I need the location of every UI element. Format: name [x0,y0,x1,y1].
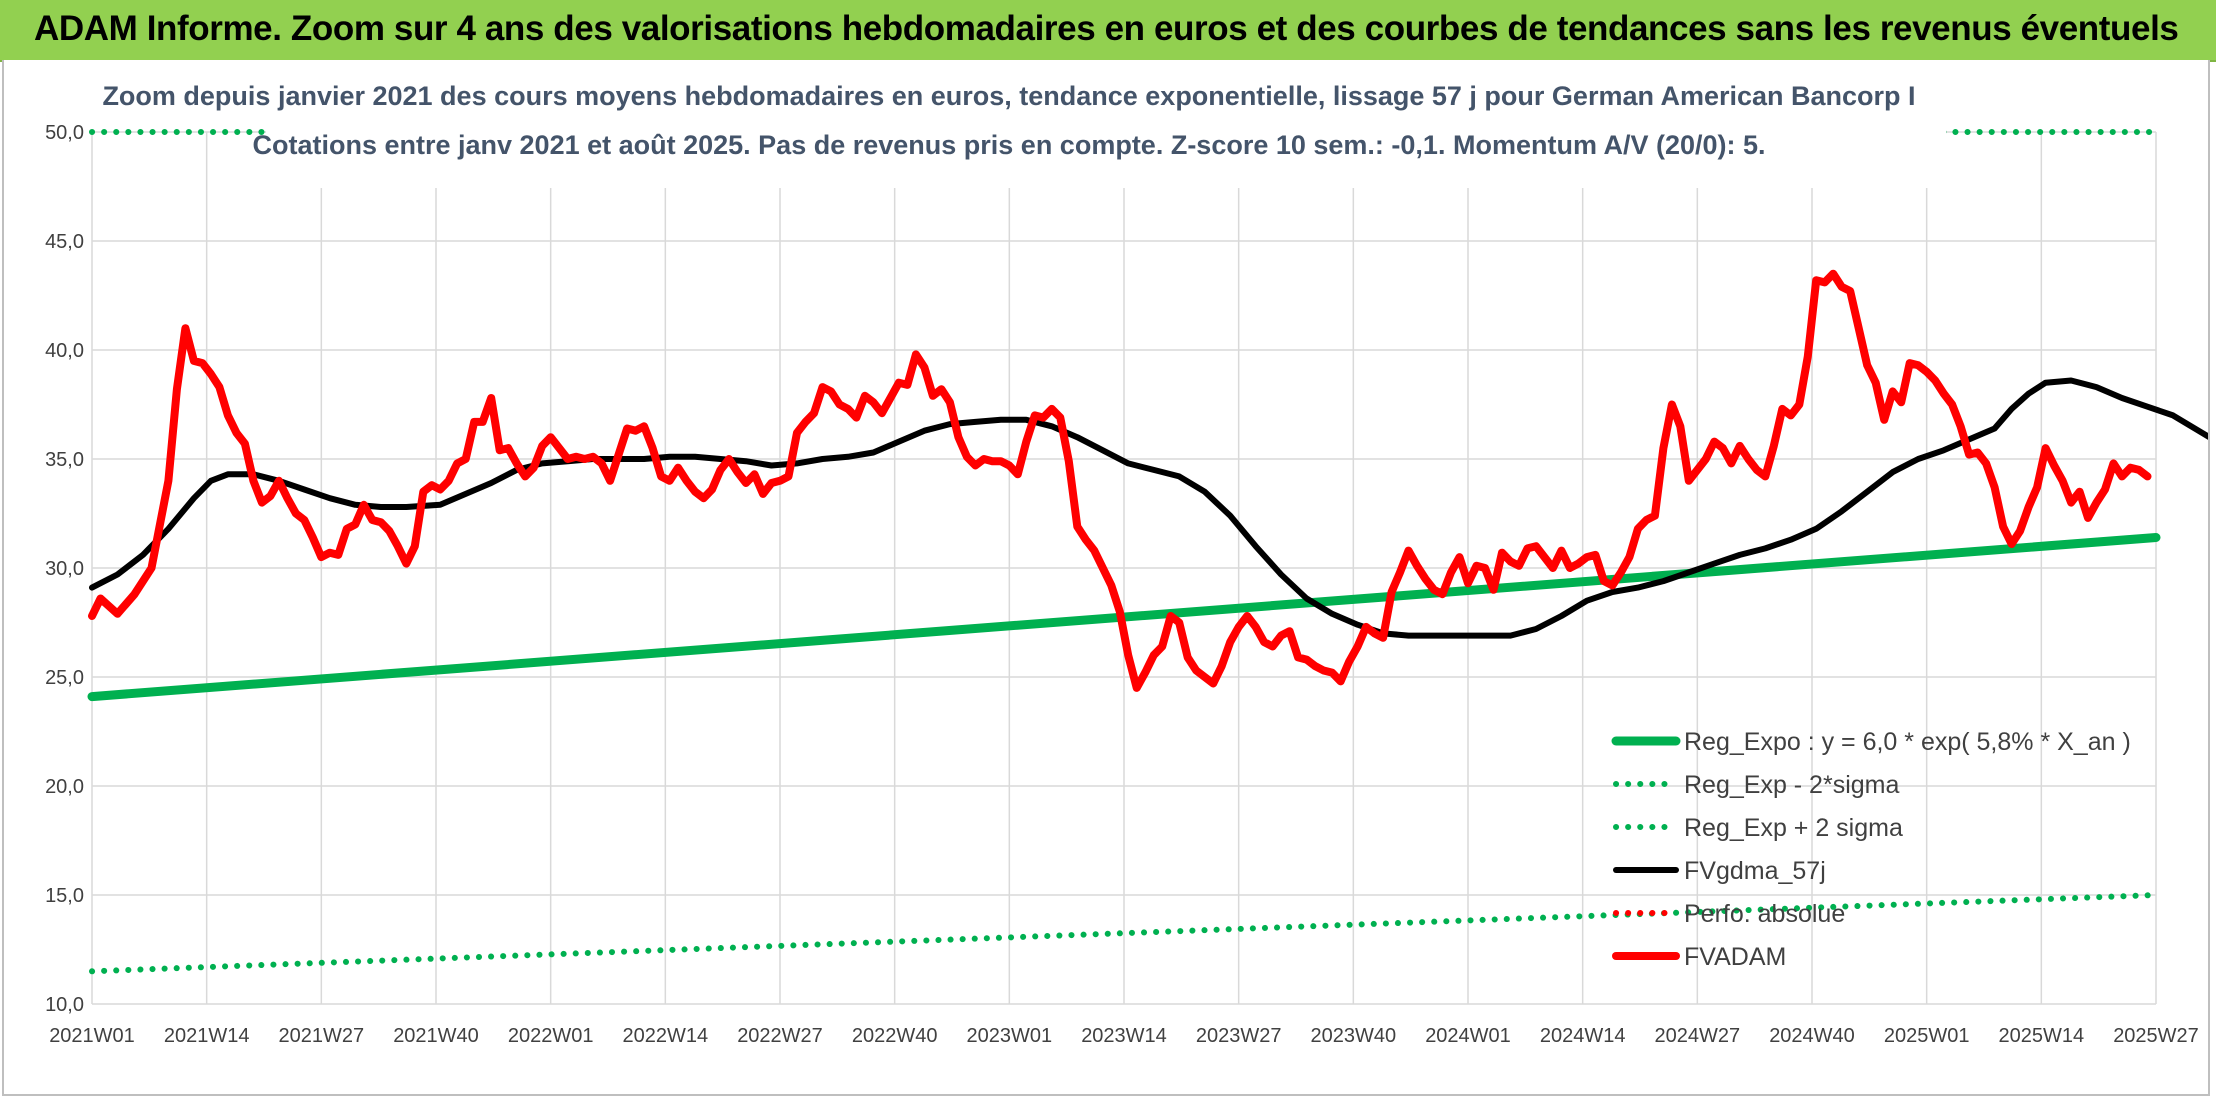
y-tick-label: 50,0 [45,122,84,144]
legend-label-2: Reg_Exp + 2 sigma [1684,814,1903,842]
x-tick-label: 2021W27 [279,1025,365,1047]
x-tick-label: 2023W01 [967,1025,1053,1047]
legend-label-3: FVgdma_57j [1684,857,1826,885]
y-tick-label: 20,0 [45,776,84,798]
x-tick-label: 2021W01 [49,1025,135,1047]
legend-label-0: Reg_Expo : y = 6,0 * exp( 5,8% * X_an ) [1684,728,2131,756]
chart-legend: Reg_Expo : y = 6,0 * exp( 5,8% * X_an ) R… [1611,728,2131,971]
line-chart: 10,0 15,0 20,0 25,0 30,0 35,0 40,0 45,0 50,0 202… [45,81,2208,1047]
chart-grid [91,131,2157,1005]
x-tick-label: 2023W14 [1081,1025,1167,1047]
x-tick-label: 2024W40 [1769,1025,1855,1047]
x-tick-label: 2022W27 [737,1025,823,1047]
x-tick-label: 2022W40 [852,1025,938,1047]
x-axis-ticks: 2021W01 2021W14 2021W27 2021W40 2022W01 2022W… [49,1025,2199,1047]
x-tick-label: 2024W14 [1540,1025,1626,1047]
x-tick-label: 2022W01 [508,1025,594,1047]
chart-frame: 10,0 15,0 20,0 25,0 30,0 35,0 40,0 45,0 50,0 202… [2,60,2210,1096]
x-tick-label: 2025W27 [2113,1025,2199,1047]
x-tick-label: 2022W14 [623,1025,709,1047]
y-tick-label: 15,0 [45,885,84,907]
page-title: ADAM Informe. Zoom sur 4 ans des valoris… [34,9,2179,48]
series-line-1 [89,892,2159,975]
chart-title: Zoom depuis janvier 2021 des cours moyen… [102,81,1915,111]
y-tick-label: 25,0 [45,667,84,689]
y-axis-ticks: 10,0 15,0 20,0 25,0 30,0 35,0 40,0 45,0 50,0 [45,122,84,1016]
legend-label-5: FVADAM [1684,943,1786,971]
title-background [266,88,1946,188]
x-tick-label: 2024W27 [1655,1025,1741,1047]
legend-label-4: Perfo. absolue [1684,900,1845,928]
y-tick-label: 40,0 [45,340,84,362]
y-tick-label: 35,0 [45,449,84,471]
legend-label-1: Reg_Exp - 2*sigma [1684,771,1899,799]
y-tick-label: 30,0 [45,558,84,580]
x-tick-label: 2023W40 [1311,1025,1397,1047]
x-tick-label: 2025W14 [1999,1025,2085,1047]
x-tick-label: 2025W01 [1884,1025,1970,1047]
x-tick-label: 2024W01 [1425,1025,1511,1047]
y-tick-label: 10,0 [45,994,84,1016]
header-banner: ADAM Informe. Zoom sur 4 ans des valoris… [0,0,2216,62]
y-tick-label: 45,0 [45,231,84,253]
x-tick-label: 2023W27 [1196,1025,1282,1047]
series-line-5 [88,269,2152,692]
chart-subtitle: Cotations entre janv 2021 et août 2025. … [252,130,1765,160]
chart-series [87,129,2208,975]
series-line-3 [89,377,2208,639]
x-tick-label: 2021W40 [393,1025,479,1047]
x-tick-label: 2021W14 [164,1025,250,1047]
